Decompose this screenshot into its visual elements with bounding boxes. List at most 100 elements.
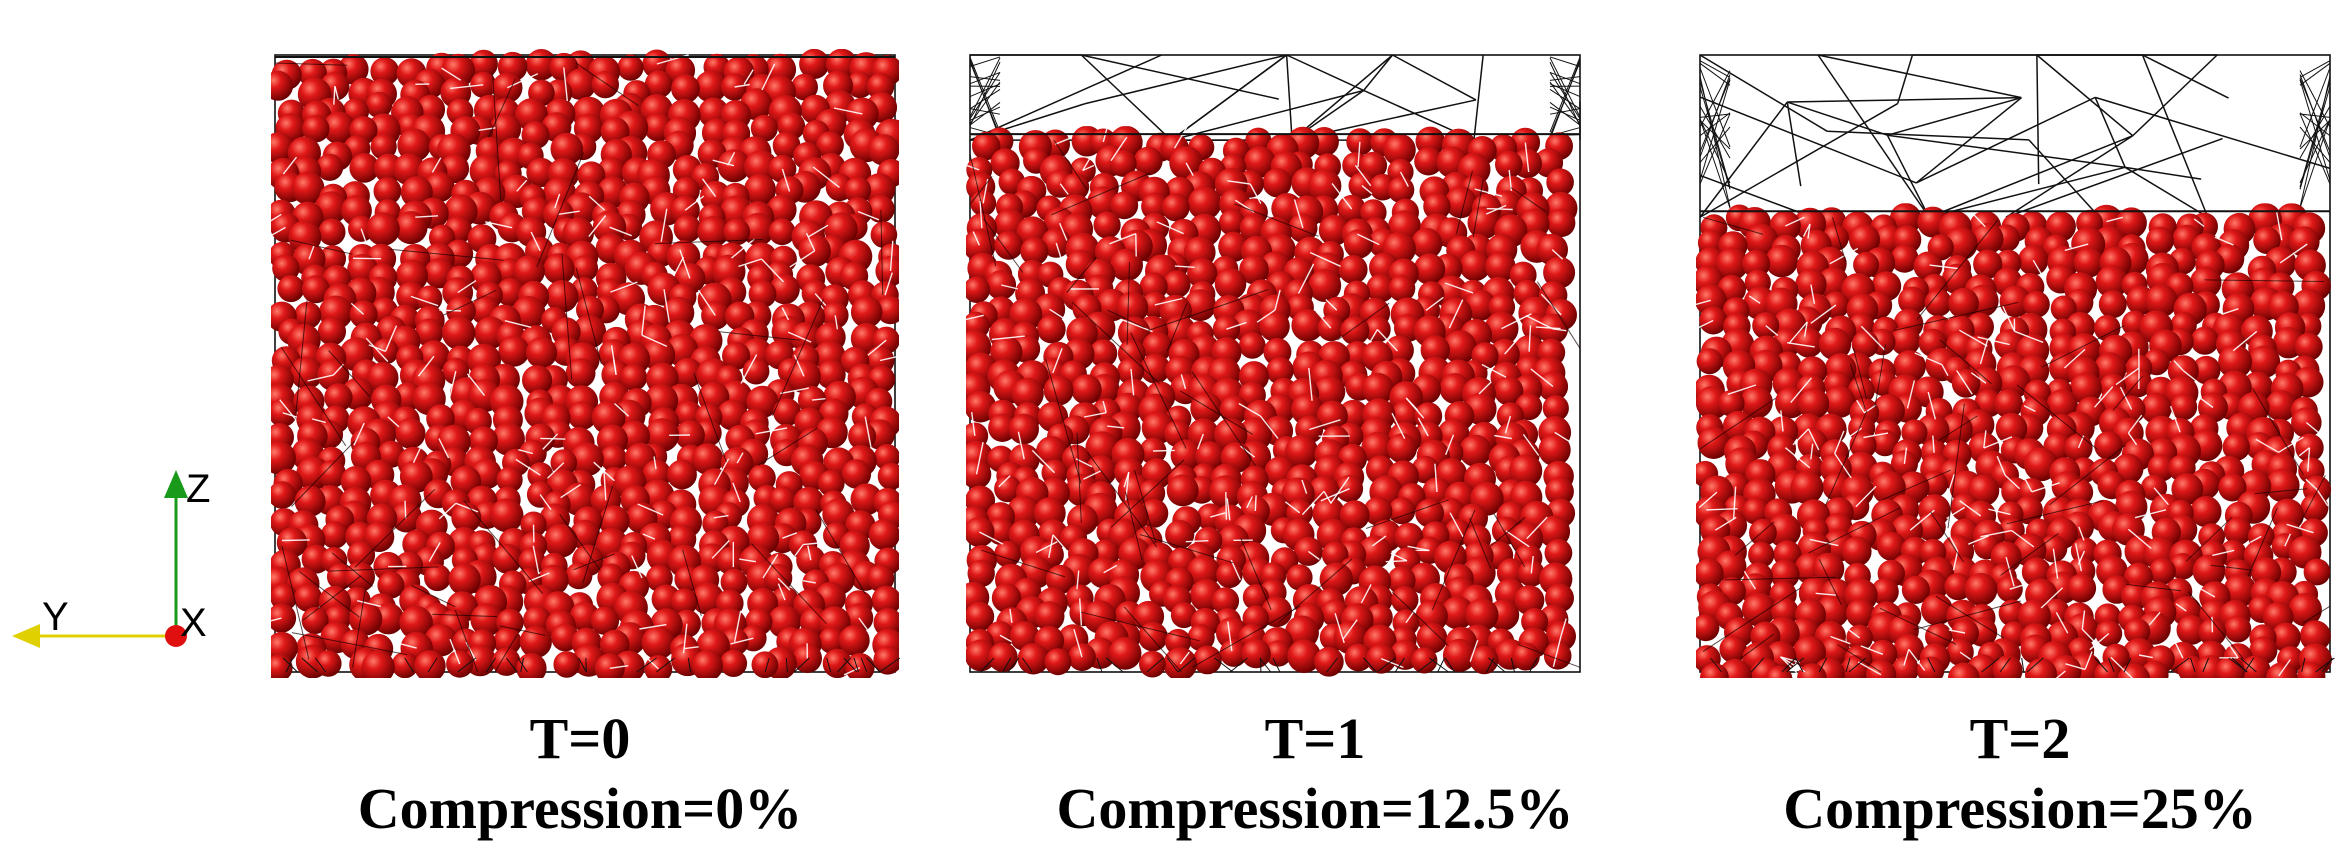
particle bbox=[562, 217, 594, 249]
particle bbox=[1740, 386, 1773, 419]
particle bbox=[1366, 274, 1395, 303]
particle bbox=[302, 115, 330, 143]
particle bbox=[363, 521, 395, 552]
particle bbox=[1109, 149, 1137, 177]
particle bbox=[1085, 431, 1119, 465]
particle bbox=[841, 459, 872, 489]
particle bbox=[991, 583, 1022, 613]
particle bbox=[719, 649, 748, 678]
particle bbox=[599, 629, 630, 660]
particle bbox=[875, 255, 899, 287]
particle bbox=[1071, 374, 1102, 405]
particle bbox=[1546, 168, 1574, 196]
particle bbox=[590, 606, 620, 635]
particle bbox=[1944, 573, 1972, 601]
particle bbox=[772, 131, 801, 160]
compression-label: Compression=25% bbox=[1783, 776, 2257, 841]
particle bbox=[1967, 474, 2000, 507]
particle bbox=[1187, 258, 1218, 289]
particle bbox=[2094, 314, 2121, 342]
compression-label: Compression=0% bbox=[357, 776, 803, 841]
particle bbox=[1045, 564, 1075, 595]
particle bbox=[848, 422, 877, 451]
particle bbox=[377, 571, 405, 599]
particle bbox=[1996, 576, 2023, 603]
particle bbox=[1163, 270, 1191, 298]
particle bbox=[2095, 265, 2129, 299]
particle bbox=[866, 195, 895, 223]
particle bbox=[1344, 643, 1373, 672]
particle bbox=[553, 651, 580, 678]
particle bbox=[1841, 655, 1870, 678]
particle bbox=[987, 518, 1015, 546]
particle bbox=[277, 275, 305, 303]
particle bbox=[568, 401, 597, 430]
particle bbox=[1187, 186, 1222, 221]
particle bbox=[1849, 431, 1877, 459]
particle bbox=[1343, 229, 1374, 259]
empty-mesh bbox=[1699, 54, 2331, 218]
caption-panel-0: T=0 Compression=0% bbox=[270, 708, 890, 840]
particle bbox=[1391, 400, 1421, 430]
particle bbox=[271, 603, 297, 633]
particle bbox=[1818, 327, 1852, 361]
particle bbox=[1216, 561, 1243, 589]
particle bbox=[994, 230, 1024, 260]
particle bbox=[1823, 385, 1856, 418]
particle bbox=[1459, 250, 1491, 282]
y-axis-arrow-icon bbox=[12, 624, 40, 648]
particle bbox=[2073, 247, 2104, 278]
particle bbox=[1383, 133, 1416, 167]
particle bbox=[1719, 635, 1747, 663]
particle bbox=[966, 276, 991, 303]
particle bbox=[1992, 655, 2023, 678]
particle bbox=[2215, 656, 2245, 678]
particle bbox=[1161, 193, 1190, 222]
particle bbox=[1917, 512, 1946, 542]
empty-mesh bbox=[969, 54, 1581, 141]
particle bbox=[1243, 146, 1276, 178]
time-label: T=1 bbox=[1264, 706, 1366, 771]
particle bbox=[294, 301, 322, 329]
particle bbox=[2265, 468, 2300, 503]
particle bbox=[787, 359, 821, 394]
particle bbox=[1321, 541, 1349, 569]
packing-mesh bbox=[969, 133, 1581, 673]
particle bbox=[1117, 316, 1151, 349]
particle bbox=[370, 57, 400, 86]
particle bbox=[496, 466, 523, 493]
particle bbox=[2067, 573, 2097, 603]
particle bbox=[448, 563, 481, 596]
particle bbox=[1441, 596, 1475, 630]
particle bbox=[564, 68, 597, 100]
particle bbox=[2299, 620, 2331, 652]
particle bbox=[2095, 620, 2123, 647]
particle bbox=[519, 625, 552, 659]
particle bbox=[1798, 388, 1830, 420]
particle bbox=[769, 274, 800, 305]
particle bbox=[1415, 599, 1448, 633]
particle bbox=[966, 459, 992, 490]
particle bbox=[744, 150, 778, 185]
particle bbox=[373, 177, 402, 206]
particle-packing bbox=[966, 126, 1578, 678]
particle bbox=[641, 626, 675, 660]
particle bbox=[1509, 454, 1543, 488]
particle bbox=[2176, 615, 2207, 645]
particle bbox=[1308, 269, 1342, 302]
particle bbox=[790, 322, 821, 353]
particle bbox=[1964, 572, 1998, 606]
particle bbox=[1265, 640, 1292, 667]
y-axis-label: Y bbox=[42, 595, 69, 639]
particle bbox=[644, 70, 673, 99]
simulation-panel-t0 bbox=[264, 49, 903, 678]
particle bbox=[543, 523, 578, 558]
particle bbox=[470, 603, 504, 637]
particle bbox=[1388, 275, 1416, 302]
particle bbox=[1871, 429, 1899, 457]
particle bbox=[1951, 369, 1981, 398]
particle bbox=[850, 296, 883, 328]
particle bbox=[672, 357, 703, 388]
particle bbox=[2288, 226, 2320, 258]
particle bbox=[2266, 662, 2298, 678]
